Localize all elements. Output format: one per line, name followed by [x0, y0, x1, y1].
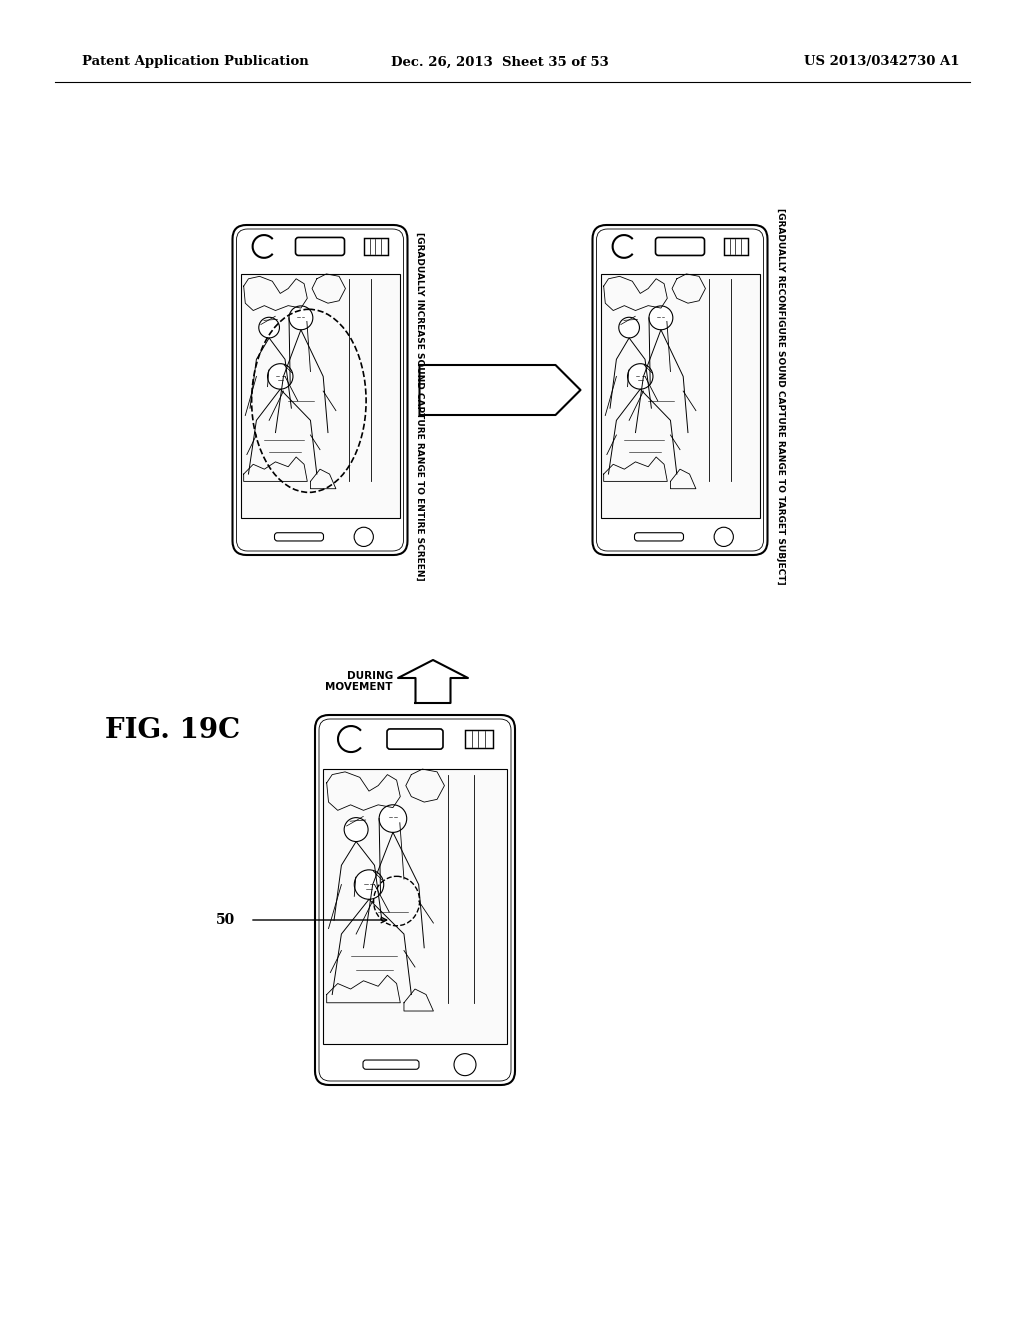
Circle shape	[354, 870, 384, 899]
Circle shape	[379, 805, 407, 833]
FancyBboxPatch shape	[655, 238, 705, 256]
Text: FIG. 19C: FIG. 19C	[105, 717, 240, 743]
FancyBboxPatch shape	[274, 533, 324, 541]
Circle shape	[267, 364, 293, 389]
FancyBboxPatch shape	[296, 238, 344, 256]
Circle shape	[628, 364, 653, 389]
Bar	[323, 770, 507, 1044]
Circle shape	[618, 317, 639, 338]
FancyBboxPatch shape	[237, 228, 403, 550]
Circle shape	[354, 527, 374, 546]
Text: Patent Application Publication: Patent Application Publication	[82, 55, 309, 69]
FancyBboxPatch shape	[597, 228, 764, 550]
Text: Dec. 26, 2013  Sheet 35 of 53: Dec. 26, 2013 Sheet 35 of 53	[391, 55, 609, 69]
FancyBboxPatch shape	[593, 224, 768, 554]
Bar	[600, 275, 760, 517]
Text: US 2013/0342730 A1: US 2013/0342730 A1	[805, 55, 961, 69]
FancyBboxPatch shape	[232, 224, 408, 554]
Circle shape	[714, 527, 733, 546]
Text: DURING
MOVEMENT: DURING MOVEMENT	[326, 671, 393, 692]
Text: 50: 50	[216, 913, 234, 927]
Circle shape	[649, 306, 673, 330]
FancyBboxPatch shape	[362, 1060, 419, 1069]
Circle shape	[454, 1053, 476, 1076]
Bar	[241, 275, 399, 517]
FancyBboxPatch shape	[319, 719, 511, 1081]
Circle shape	[344, 817, 368, 842]
Circle shape	[259, 317, 280, 338]
Bar	[364, 239, 388, 255]
Text: [GRADUALLY RECONFIGURE SOUND CAPTURE RANGE TO TARGET SUBJECT]: [GRADUALLY RECONFIGURE SOUND CAPTURE RAN…	[775, 209, 784, 585]
Bar	[724, 239, 749, 255]
Bar	[465, 730, 493, 748]
FancyBboxPatch shape	[387, 729, 443, 750]
Polygon shape	[398, 660, 468, 704]
Circle shape	[289, 306, 313, 330]
FancyBboxPatch shape	[635, 533, 683, 541]
FancyBboxPatch shape	[315, 715, 515, 1085]
Polygon shape	[420, 366, 581, 414]
Text: [GRADUALLY INCREASE SOUND CAPTURE RANGE TO ENTIRE SCREEN]: [GRADUALLY INCREASE SOUND CAPTURE RANGE …	[416, 232, 425, 581]
